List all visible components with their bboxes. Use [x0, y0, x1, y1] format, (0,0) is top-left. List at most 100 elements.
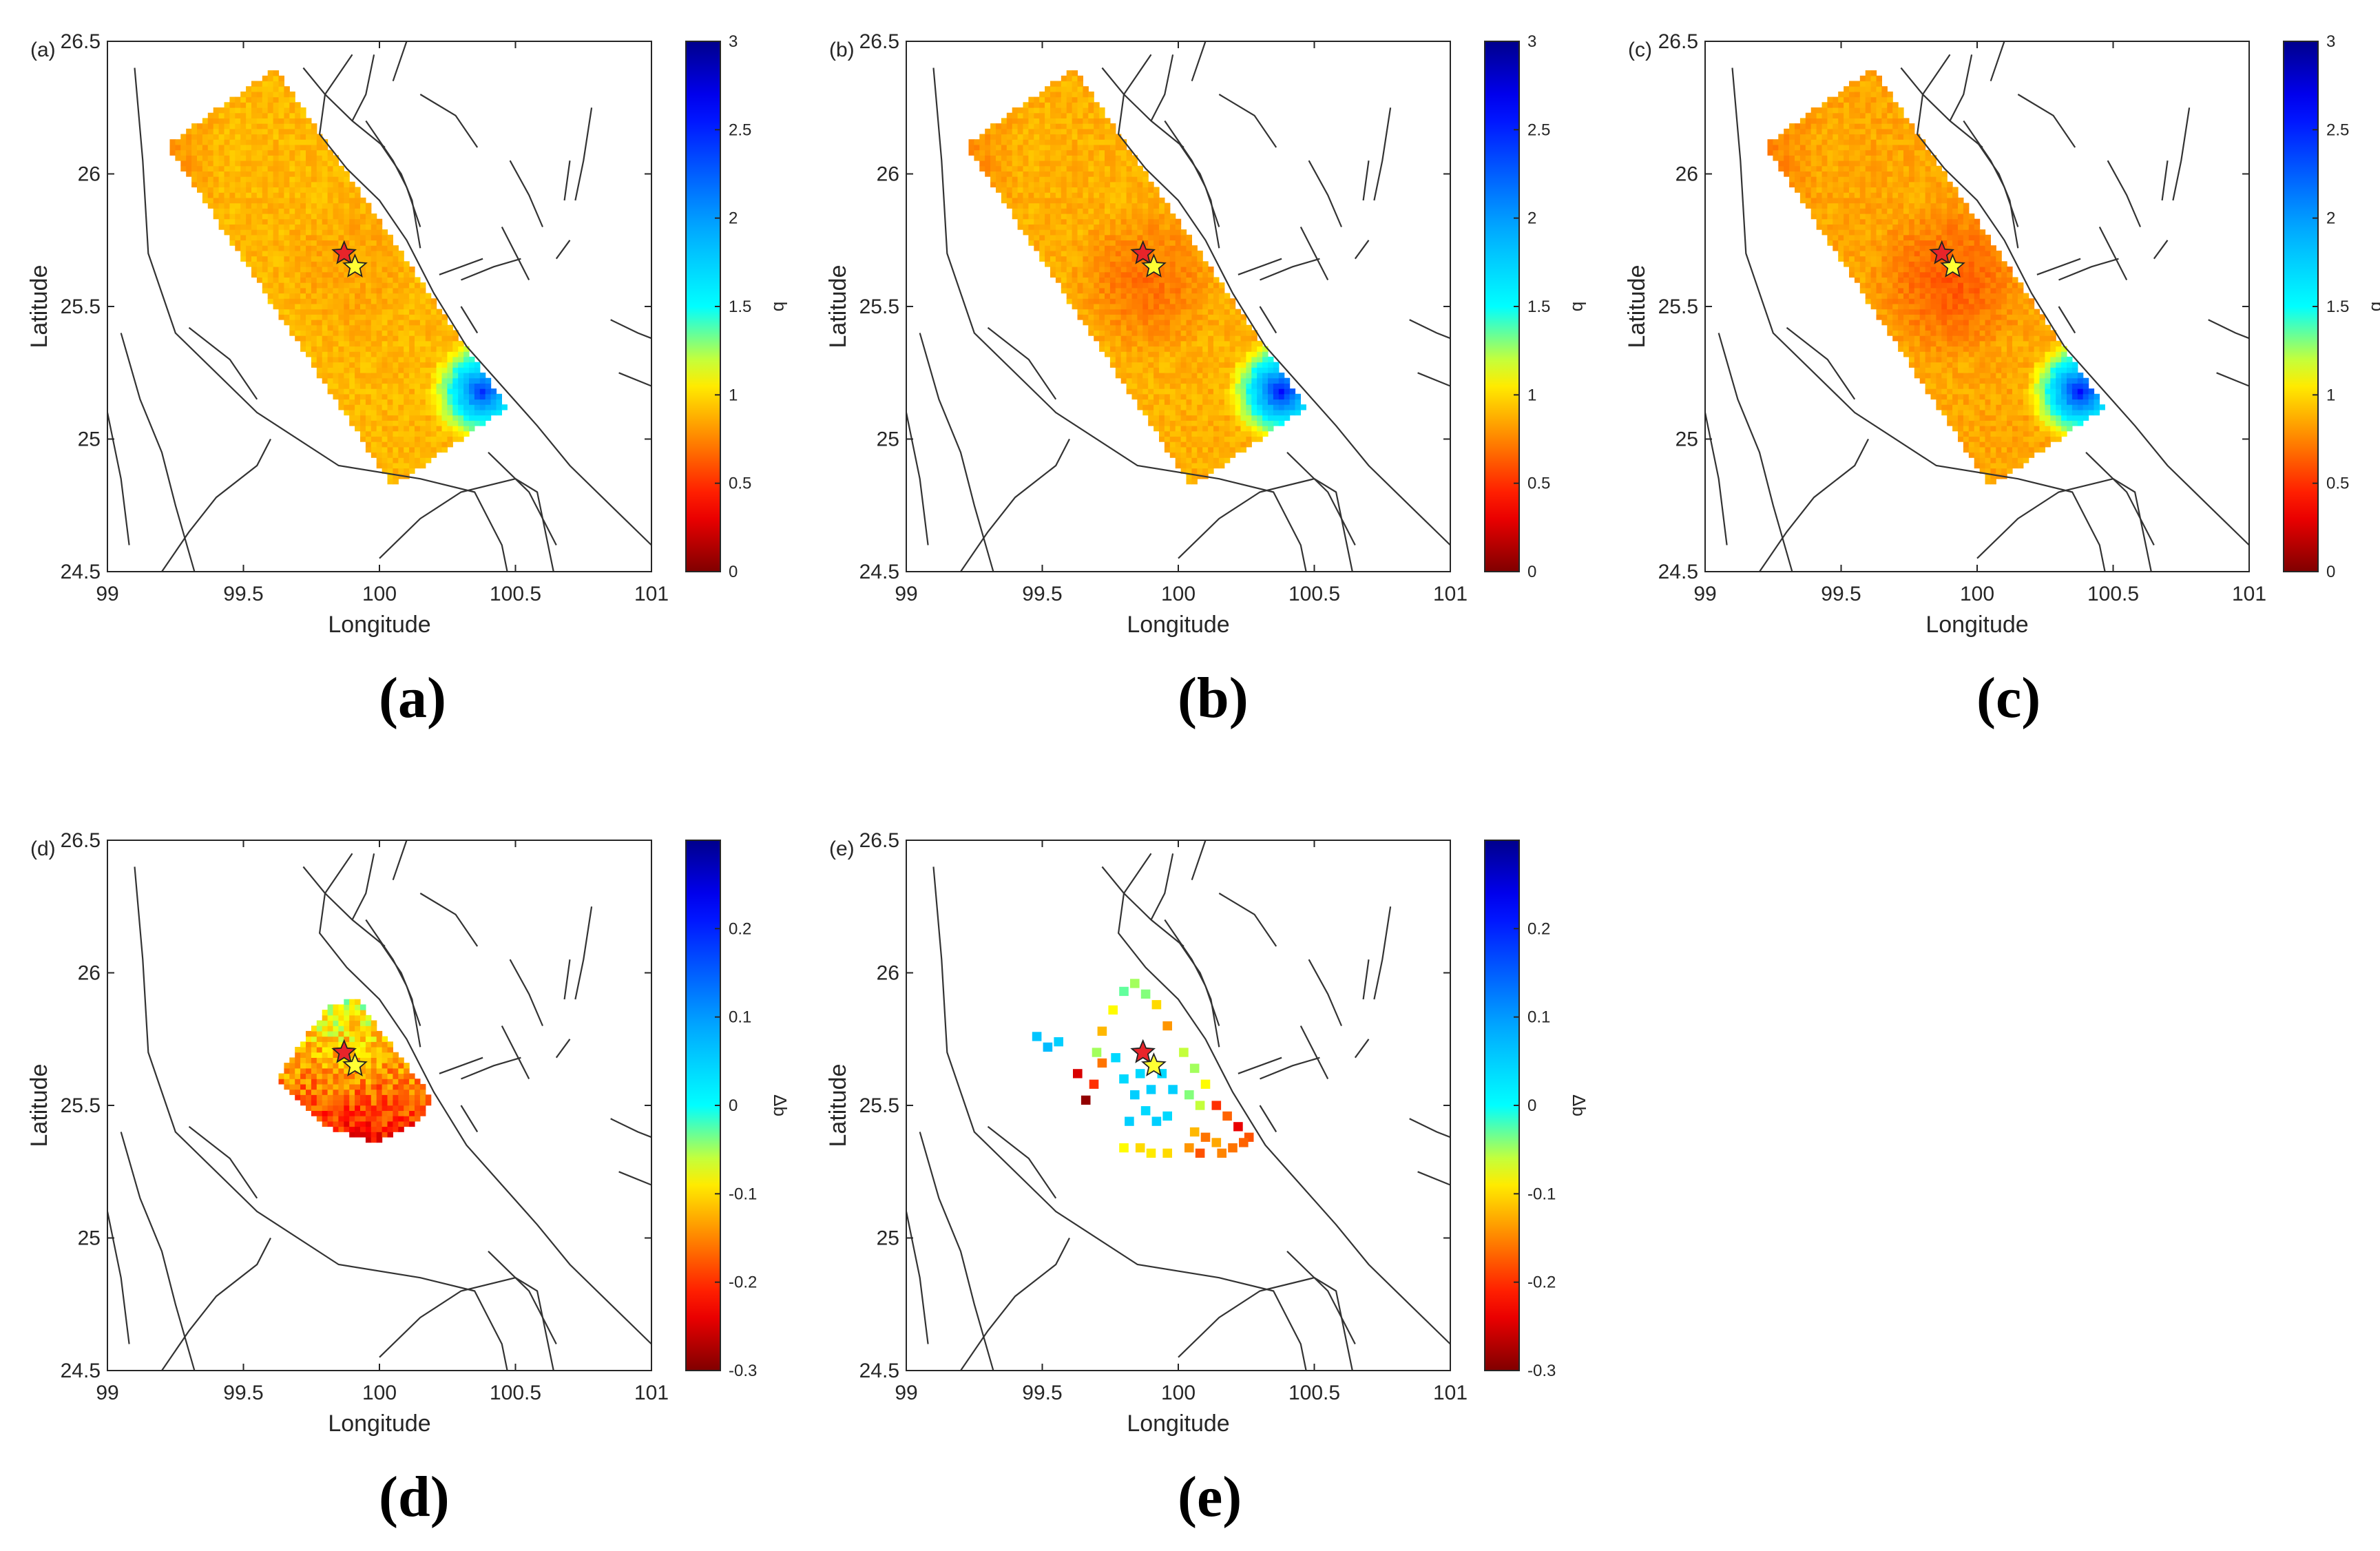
heatmap-cell — [333, 282, 339, 289]
heatmap-cell — [1251, 383, 1257, 389]
heatmap-cell — [1023, 118, 1029, 124]
fault-line — [392, 41, 408, 82]
heatmap-cell — [1925, 165, 1932, 171]
heatmap-cell — [1202, 452, 1209, 458]
heatmap-cell — [1262, 388, 1269, 395]
heatmap-cell — [1109, 165, 1116, 171]
heatmap-cell — [1925, 245, 1932, 251]
heatmap-cell — [273, 256, 280, 262]
heatmap-cell — [1191, 271, 1198, 278]
heatmap-cell — [1257, 367, 1263, 373]
heatmap-cell — [1077, 112, 1083, 118]
heatmap-cell — [1908, 324, 1915, 331]
heatmap-cell — [419, 457, 426, 464]
heatmap-cell — [1072, 229, 1078, 236]
heatmap-cell — [322, 171, 328, 177]
heatmap-cell — [398, 282, 404, 289]
heatmap-cell — [1898, 128, 1904, 135]
heatmap-cell — [1240, 346, 1246, 352]
heatmap-cell — [1001, 192, 1008, 198]
heatmap-cell — [1887, 277, 1893, 283]
heatmap-cell — [300, 144, 306, 151]
heatmap-cell — [1142, 267, 1149, 273]
heatmap-cell — [1892, 324, 1899, 331]
heatmap-cell — [1908, 234, 1915, 241]
heatmap-cell — [256, 171, 263, 177]
heatmap-cell — [1224, 314, 1231, 320]
heatmap-cell — [344, 383, 350, 389]
heatmap-cell — [300, 155, 306, 161]
heatmap-cell — [1876, 197, 1882, 204]
heatmap-cell — [267, 234, 274, 241]
heatmap-cell — [387, 388, 393, 395]
heatmap-cell — [1908, 277, 1915, 283]
heatmap-cell — [1105, 303, 1111, 310]
heatmap-cell — [1919, 165, 1926, 171]
heatmap-cell — [1148, 229, 1154, 236]
heatmap-cell — [1262, 420, 1269, 426]
heatmap-cell — [1833, 134, 1839, 140]
heatmap-cell — [1077, 293, 1083, 299]
heatmap-cell — [1099, 314, 1105, 320]
heatmap-cell — [278, 245, 284, 251]
heatmap-cell — [224, 160, 230, 167]
heatmap-cell — [229, 139, 236, 145]
heatmap-cell — [382, 245, 388, 251]
heatmap-cell — [1109, 277, 1116, 283]
heatmap-cell — [218, 128, 225, 135]
heatmap-cell — [344, 314, 350, 320]
heatmap-cell — [1849, 134, 1855, 140]
heatmap-cell — [207, 149, 214, 156]
heatmap-cell — [1887, 250, 1893, 257]
heatmap-cell — [300, 229, 306, 236]
heatmap-cell — [1131, 160, 1138, 167]
heatmap-cell — [1191, 468, 1198, 474]
heatmap-cell — [1213, 309, 1220, 315]
heatmap-cell — [1914, 197, 1921, 204]
heatmap-cell — [409, 383, 415, 389]
heatmap-cell — [1229, 351, 1236, 357]
heatmap-cell — [1045, 256, 1051, 262]
heatmap-cell — [1202, 267, 1209, 273]
heatmap-cell — [387, 452, 393, 458]
heatmap-cell — [1218, 399, 1225, 405]
heatmap-cell — [1273, 420, 1280, 426]
heatmap-cell — [1142, 351, 1149, 357]
heatmap-cell — [355, 229, 361, 236]
heatmap-cell — [1017, 144, 1024, 151]
heatmap-cell — [235, 123, 241, 129]
heatmap-cell — [393, 250, 399, 257]
heatmap-cell — [365, 409, 372, 416]
heatmap-cell — [327, 234, 334, 241]
heatmap-cell — [1284, 388, 1291, 395]
heatmap-cell — [1109, 245, 1116, 251]
heatmap-cell — [376, 409, 383, 416]
heatmap-cell — [360, 415, 366, 421]
heatmap-cell — [1919, 155, 1926, 161]
heatmap-cell — [1844, 218, 1850, 225]
heatmap-cell — [393, 256, 399, 262]
heatmap-cell — [1246, 383, 1252, 389]
heatmap-cell — [415, 340, 421, 347]
heatmap-cell — [1109, 176, 1116, 183]
heatmap-cell — [393, 446, 399, 453]
heatmap-cell — [1908, 155, 1915, 161]
heatmap-cell — [1865, 298, 1872, 304]
heatmap-cell — [256, 229, 263, 236]
heatmap-cell — [387, 303, 393, 310]
heatmap-cell — [1235, 430, 1242, 437]
heatmap-cell — [1164, 314, 1171, 320]
heatmap-cell — [1191, 303, 1198, 310]
heatmap-cell — [447, 340, 453, 347]
heatmap-cell — [376, 218, 383, 225]
heatmap-cell — [349, 192, 355, 198]
heatmap-cell — [207, 181, 214, 188]
heatmap-cell — [1105, 149, 1111, 156]
heatmap-cell — [1126, 346, 1133, 352]
heatmap-cell — [333, 367, 339, 373]
heatmap-cell — [398, 261, 404, 267]
heatmap-cell — [1120, 346, 1127, 352]
heatmap-cell — [344, 181, 350, 188]
heatmap-cell — [1180, 245, 1187, 251]
heatmap-cell — [1088, 181, 1094, 188]
